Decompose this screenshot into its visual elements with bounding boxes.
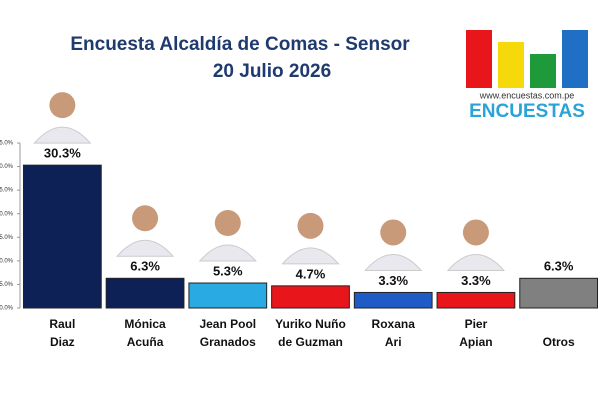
logo-bar	[466, 30, 492, 88]
photo-body	[281, 247, 340, 265]
value-label: 4.7%	[296, 266, 326, 281]
value-label: 5.3%	[213, 263, 243, 278]
x-tick-label: Diaz	[50, 335, 75, 349]
y-tick-label: 35.0%	[0, 141, 14, 147]
photo-body	[364, 254, 423, 271]
value-label: 3.3%	[461, 273, 491, 288]
photo-body	[198, 244, 257, 262]
photo-body	[115, 239, 175, 257]
y-tick-label: 5.0%	[0, 282, 14, 288]
photo-body	[33, 126, 92, 144]
x-tick-label: Jean Pool	[199, 317, 256, 331]
logo: www.encuestas.com.pe ENCUESTAS	[466, 30, 588, 122]
logo-bar	[498, 42, 524, 88]
chart-title: Encuesta Alcaldía de Comas - Sensor	[70, 34, 410, 55]
photo-body	[446, 254, 506, 271]
x-tick-label: Pier	[465, 317, 488, 331]
logo-url: www.encuestas.com.pe	[479, 90, 575, 100]
logo-bar	[530, 54, 556, 88]
x-tick-label: de Guzman	[278, 335, 343, 349]
x-tick-label: Granados	[200, 335, 256, 349]
x-tick-label: Mónica	[124, 317, 166, 331]
bar	[105, 277, 185, 309]
y-tick-label: 25.0%	[0, 188, 14, 194]
x-tick-label: Acuña	[127, 335, 164, 349]
x-tick-label: Roxana	[372, 317, 416, 331]
photo-head	[49, 92, 76, 119]
y-tick-label: 0.0%	[0, 306, 14, 312]
value-label: 6.3%	[130, 259, 160, 274]
y-tick-label: 30.0%	[0, 164, 14, 170]
photo-head	[214, 210, 241, 237]
value-label: 30.3%	[44, 146, 81, 161]
bar	[22, 164, 102, 309]
y-tick-label: 10.0%	[0, 258, 14, 264]
logo-bar	[562, 30, 588, 88]
y-tick-label: 20.0%	[0, 211, 14, 217]
bar	[353, 291, 433, 309]
value-label: 3.3%	[378, 273, 408, 288]
bar	[436, 291, 516, 309]
y-tick-label: 15.0%	[0, 235, 14, 241]
logo-name: ENCUESTAS	[469, 101, 585, 122]
photo-head	[380, 219, 407, 246]
value-label: 6.3%	[544, 259, 574, 274]
x-tick-label: Apian	[459, 335, 492, 349]
x-tick-label: Raul	[49, 317, 75, 331]
x-tick-label: Ari	[385, 335, 402, 349]
chart-subtitle: 20 Julio 2026	[213, 61, 331, 82]
x-tick-label: Otros	[543, 335, 575, 349]
bar	[188, 282, 268, 309]
photo-head	[297, 212, 324, 239]
bar	[519, 277, 599, 309]
bar	[271, 285, 350, 309]
photo-head	[132, 205, 159, 232]
x-tick-label: Yuriko Nuño	[275, 317, 346, 331]
photo-head	[462, 219, 489, 246]
